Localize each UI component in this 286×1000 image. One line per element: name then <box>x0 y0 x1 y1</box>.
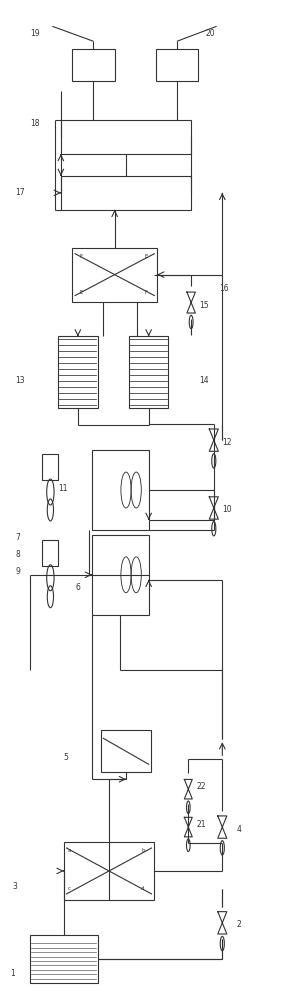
Bar <box>42 540 58 566</box>
Text: 20: 20 <box>205 29 215 38</box>
Bar <box>129 336 168 408</box>
Text: F: F <box>79 254 82 259</box>
Bar <box>100 730 152 772</box>
Text: d: d <box>141 886 145 891</box>
Text: 15: 15 <box>200 301 209 310</box>
Text: 3: 3 <box>13 882 18 891</box>
Bar <box>61 120 191 154</box>
Bar <box>42 454 58 480</box>
Bar <box>61 176 191 210</box>
Bar <box>156 49 198 81</box>
Text: 5: 5 <box>64 753 69 762</box>
Bar <box>72 49 115 81</box>
Bar <box>30 935 98 983</box>
Text: 16: 16 <box>219 284 229 293</box>
Bar <box>64 842 154 900</box>
Text: E: E <box>144 254 148 259</box>
Text: a: a <box>67 848 71 853</box>
Text: 1: 1 <box>10 969 15 978</box>
Text: 22: 22 <box>197 782 206 791</box>
Text: 12: 12 <box>222 438 232 447</box>
Text: 17: 17 <box>15 188 25 197</box>
Text: 10: 10 <box>222 505 232 514</box>
Text: 6: 6 <box>75 583 80 592</box>
Text: 8: 8 <box>15 550 20 559</box>
Bar <box>92 535 149 615</box>
Text: E: E <box>79 290 83 295</box>
Text: 2: 2 <box>237 920 241 929</box>
Text: 4: 4 <box>237 825 241 834</box>
Text: 7: 7 <box>15 533 20 542</box>
Text: b: b <box>141 848 145 853</box>
Text: c: c <box>68 886 71 891</box>
Bar <box>72 248 157 302</box>
Text: 21: 21 <box>197 820 206 829</box>
Text: 11: 11 <box>58 484 67 493</box>
Text: 9: 9 <box>15 567 20 576</box>
Bar <box>92 450 149 530</box>
Text: 13: 13 <box>15 376 25 385</box>
Text: 18: 18 <box>30 119 39 128</box>
Bar <box>58 336 98 408</box>
Text: F: F <box>144 290 148 295</box>
Text: 14: 14 <box>200 376 209 385</box>
Text: 19: 19 <box>30 29 39 38</box>
